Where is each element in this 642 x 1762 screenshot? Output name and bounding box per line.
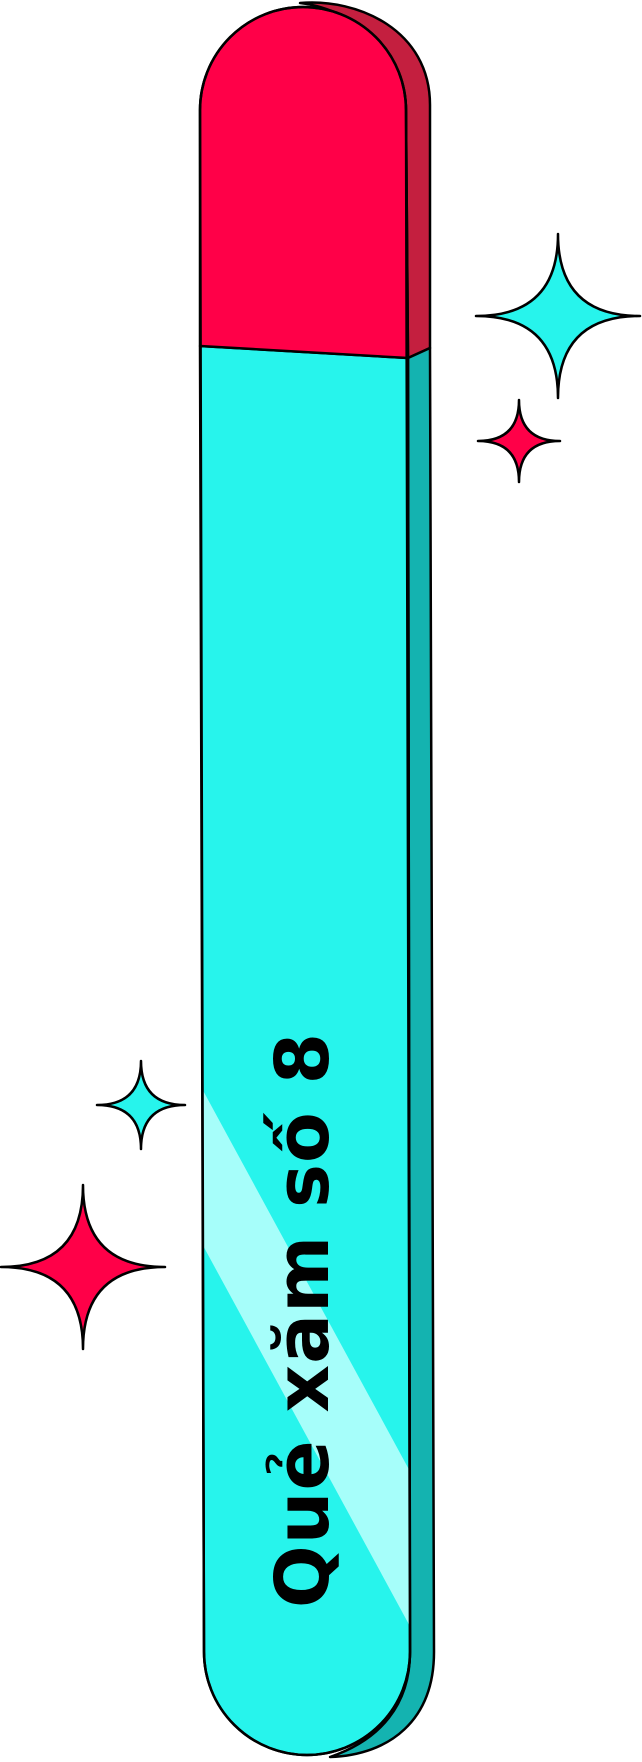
sparkle-small-cyan-icon [95,1059,187,1151]
fortune-stick: Quẻ xăm số 8 [198,1,436,1759]
sparkle-large-red-icon [0,1183,167,1351]
sparkles [0,232,642,1351]
stick-outline [198,5,412,1757]
stick-top-cap [198,5,410,360]
sparkle-small-red-icon [476,398,562,484]
stick-shine [200,1085,410,1630]
stick-label: Quẻ xăm số 8 [260,1032,346,1608]
sparkle-large-cyan-icon [474,232,642,400]
